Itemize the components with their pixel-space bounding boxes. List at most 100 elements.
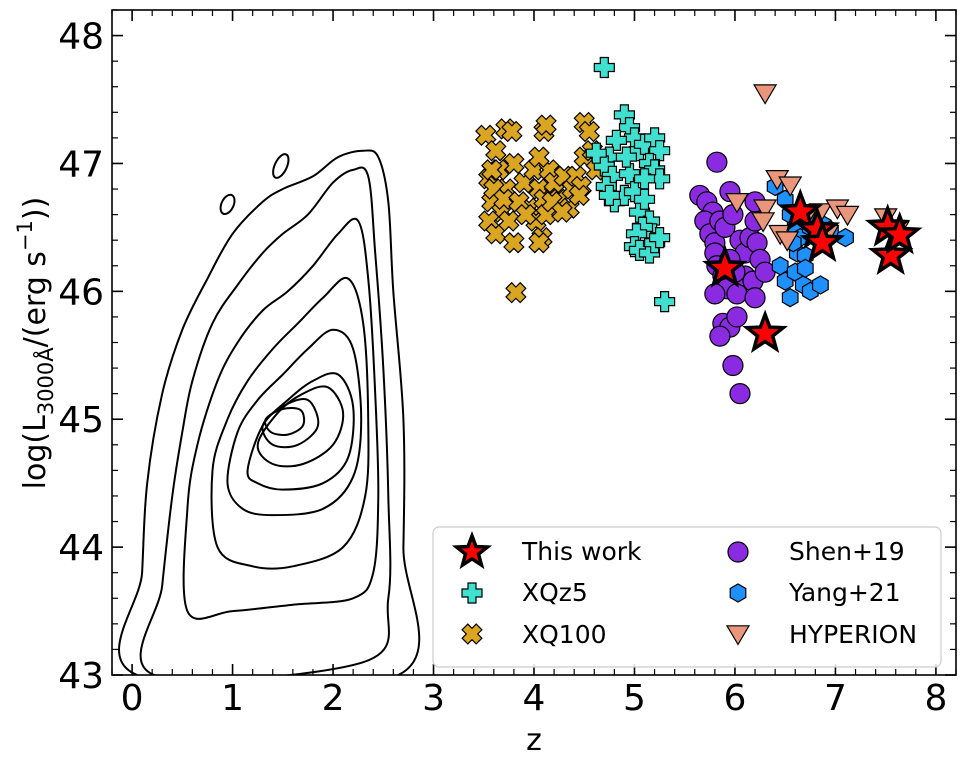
point-circle (704, 283, 726, 305)
point-circle (726, 306, 748, 328)
point-star (777, 188, 824, 232)
legend-symbol-x (461, 623, 483, 645)
x-tick-label: 2 (322, 678, 345, 719)
legend-marker-x (461, 623, 483, 645)
legend-entry-xqz5: XQz5 (461, 578, 588, 607)
point-circle (706, 151, 728, 173)
point-triangle-down (753, 199, 778, 220)
ticks-layer (111, 9, 957, 676)
point-x (503, 152, 525, 175)
point-triangle-down (724, 193, 750, 214)
x-tick-label: 3 (422, 678, 445, 719)
x-tick-label: 6 (723, 678, 746, 719)
legend-symbol-hexagon (729, 583, 747, 603)
point-x (475, 124, 497, 147)
legend-entry-xq100: XQ100 (461, 620, 607, 649)
point-plus (615, 146, 638, 168)
point-hexagon (811, 275, 829, 295)
y-axis-title-middle: /(erg s (18, 251, 53, 347)
legend-symbol-circle (727, 541, 749, 563)
legend-label-xqz5: XQz5 (522, 578, 588, 607)
series-xq100 (475, 111, 608, 304)
y-tick-label: 45 (58, 400, 104, 441)
point-triangle-down (753, 84, 778, 105)
series-xqz5 (585, 56, 676, 313)
point-star (799, 218, 846, 263)
x-tick-label: 7 (824, 678, 847, 719)
density-contour-4 (226, 328, 363, 517)
point-circle (729, 383, 751, 405)
density-contour-island-1 (272, 153, 290, 179)
y-tick-label: 47 (58, 144, 104, 185)
point-star (702, 244, 748, 288)
y-axis-title: log(L3000Å/(erg s−1)) (13, 197, 58, 490)
legend-symbol-triangle-down (725, 625, 751, 646)
x-tick-label: 0 (121, 678, 144, 719)
point-plus (633, 168, 656, 190)
point-x (535, 114, 557, 136)
legend-entry-this-work: This work (451, 530, 642, 570)
point-x (515, 203, 537, 226)
point-triangle-down (751, 212, 776, 233)
legend-marker-star (451, 530, 493, 570)
legend-symbol-star (451, 530, 493, 570)
density-contour-5 (246, 372, 355, 491)
point-x (485, 223, 507, 245)
point-x (551, 201, 573, 223)
y-tick-label: 44 (58, 528, 104, 569)
y-axis-title-sup: −1 (13, 220, 37, 251)
legend-marker-hexagon (729, 583, 747, 603)
point-hexagon (837, 227, 854, 248)
legend-marker-plus (461, 582, 483, 604)
point-circle (722, 354, 744, 377)
legend: This work XQz5 XQ100 Shen+19 Yang+21 HYP… (432, 526, 942, 668)
point-triangle-down (778, 176, 803, 197)
y-tick-label: 48 (58, 17, 104, 58)
point-circle (744, 287, 766, 309)
legend-marker-circle (727, 541, 749, 563)
point-star (867, 231, 914, 275)
point-hexagon (781, 288, 799, 308)
point-star (876, 211, 923, 255)
x-tick-label: 4 (523, 678, 546, 719)
point-plus (648, 227, 671, 249)
legend-label-this-work: This work (521, 537, 642, 566)
y-axis-title-suffix: )) (18, 197, 53, 220)
point-x (578, 120, 601, 143)
legend-label-hyperion: HYPERION (789, 620, 917, 649)
legend-symbol-plus (461, 582, 483, 604)
point-x (528, 232, 550, 254)
series-this-work (702, 188, 923, 353)
point-x (498, 210, 520, 232)
point-triangle-down (775, 231, 800, 252)
point-x (481, 159, 503, 181)
point-x (535, 203, 557, 226)
y-axis-title-prefix: log(L (18, 415, 53, 489)
legend-frame (432, 526, 942, 668)
density-contour-3 (210, 276, 370, 570)
point-plus (605, 129, 628, 151)
point-plus (633, 188, 656, 210)
density-contour-island-0 (219, 193, 236, 216)
point-star (742, 309, 788, 353)
point-plus (593, 56, 615, 79)
legend-entry-hyperion: HYPERION (725, 620, 917, 649)
legend-label-shen19: Shen+19 (789, 537, 905, 566)
points-layer (475, 56, 923, 405)
point-circle (726, 283, 748, 305)
x-tick-label: 8 (924, 678, 947, 719)
point-x (501, 120, 523, 143)
y-axis-title-sub: 3000Å (32, 347, 58, 415)
point-circle (709, 325, 731, 347)
point-plus (598, 184, 621, 206)
point-triangle-down (835, 205, 860, 227)
y-tick-label: 43 (58, 656, 104, 697)
point-x (568, 184, 590, 207)
point-hexagon (796, 258, 814, 278)
density-contour-8 (264, 407, 306, 436)
legend-entry-shen19: Shen+19 (727, 537, 905, 566)
y-tick-label: 46 (58, 272, 104, 313)
point-x (528, 146, 550, 168)
x-axis-title: z (526, 723, 542, 758)
